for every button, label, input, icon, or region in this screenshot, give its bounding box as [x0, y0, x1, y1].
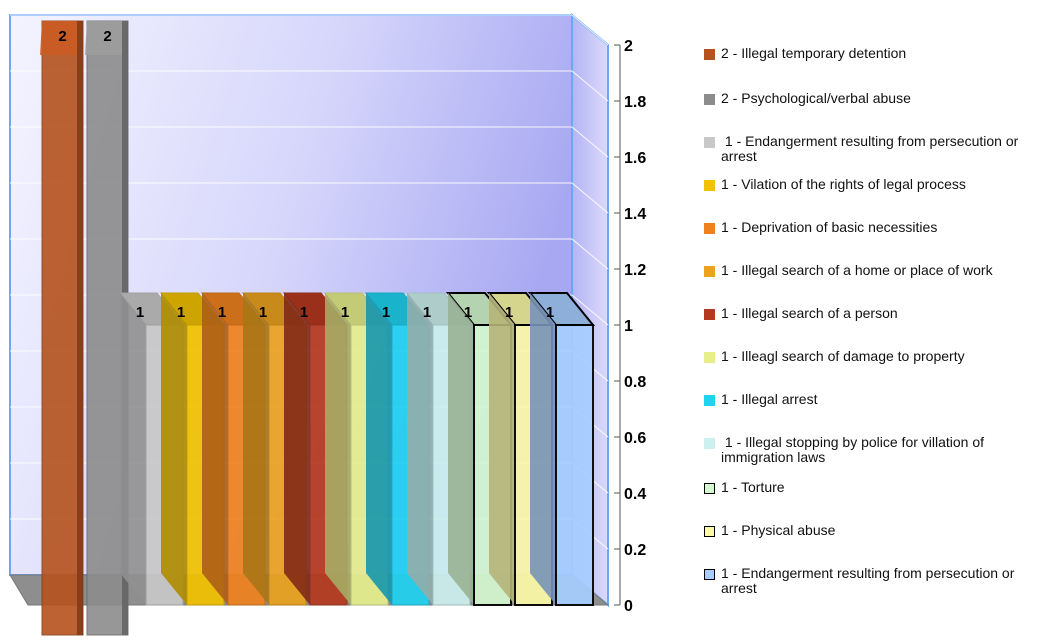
legend-label: 1 - Illegal search of a person	[721, 305, 898, 321]
legend-swatch	[704, 309, 715, 320]
y-tick-label: 1.6	[624, 150, 646, 167]
gridline-side	[571, 294, 609, 326]
y-tick-label: 1.4	[624, 206, 646, 223]
legend-swatch	[704, 223, 715, 234]
legend-label: 1 - Torture	[721, 479, 785, 495]
legend-swatch	[704, 49, 715, 60]
legend-item: 2 - Psychological/verbal abuse	[704, 91, 1048, 106]
legend-swatch	[704, 526, 715, 537]
bar-13: 1	[527, 292, 596, 606]
gridline-side	[571, 14, 609, 46]
legend-item: 1 - Illegal search of a home or place of…	[704, 263, 1048, 278]
legend-item: 1 - Illegal stopping by police for villa…	[704, 435, 1048, 465]
bar-side	[407, 293, 433, 605]
bar-side	[202, 293, 228, 605]
y-tick-label: 1.8	[624, 94, 646, 111]
data-label: 2	[103, 28, 111, 45]
legend-label: 1 - Illegal arrest	[721, 391, 818, 407]
bar-front	[41, 20, 84, 636]
legend-label: 1 - Illeagl search of damage to property	[721, 348, 965, 364]
data-label: 1	[423, 304, 431, 321]
legend-item: 1 - Deprivation of basic necessities	[704, 220, 1048, 235]
legend-item: 1 - Illeagl search of damage to property	[704, 349, 1048, 364]
y-tick-label: 0.4	[624, 486, 646, 503]
legend-label: 1 - Deprivation of basic necessities	[721, 219, 938, 235]
data-label: 2	[58, 28, 66, 45]
legend-item: 1 - Physical abuse	[704, 523, 1048, 538]
bar-side	[530, 293, 556, 605]
y-tick-label: 1	[624, 318, 633, 335]
legend-item: 1 - Endangerment resulting from persecut…	[704, 134, 1048, 164]
legend-item: 1 - Torture	[704, 480, 1048, 495]
data-label: 1	[259, 304, 267, 321]
bar-side	[284, 293, 310, 605]
data-label: 1	[464, 304, 472, 321]
bar-front	[555, 324, 594, 606]
legend-item: 1 - Vilation of the rights of legal proc…	[704, 177, 1048, 192]
legend-swatch	[704, 395, 715, 406]
gridline-side	[571, 70, 609, 102]
y-tick-label: 0	[624, 598, 633, 615]
legend-label: 1 - Illegal search of a home or place of…	[721, 262, 993, 278]
bars: 2 2 1 1 1 1 1 1 1 1 1 1 1	[40, 20, 596, 636]
y-tick-label: 0.2	[624, 542, 646, 559]
legend-label: 1 - Endangerment resulting from persecut…	[721, 565, 1019, 596]
y-tick-label: 1.2	[624, 262, 646, 279]
legend-label: 1 - Vilation of the rights of legal proc…	[721, 176, 966, 192]
legend-swatch	[704, 266, 715, 277]
legend-label: 1 - Endangerment resulting from persecut…	[721, 133, 1023, 164]
legend-label: 1 - Illegal stopping by police for villa…	[721, 434, 988, 465]
y-axis: 0 0.2 0.4 0.6 0.8 1 1.2 1.4 1.6 1.8 2	[614, 38, 646, 615]
legend-label: 2 - Illegal temporary detention	[721, 45, 907, 61]
data-label: 1	[341, 304, 349, 321]
legend-label: 2 - Psychological/verbal abuse	[721, 90, 911, 106]
data-label: 1	[505, 304, 513, 321]
bar-1: 2	[40, 20, 84, 636]
data-label: 1	[136, 304, 144, 321]
bar-side	[243, 293, 269, 605]
data-label: 1	[177, 304, 185, 321]
legend-item: 1 - Illegal arrest	[704, 392, 1048, 407]
y-tick-label: 0.6	[624, 430, 646, 447]
bar-top	[85, 21, 128, 55]
bar-side	[161, 293, 187, 605]
y-tick-label: 0.8	[624, 374, 646, 391]
legend-swatch	[704, 352, 715, 363]
bar-side	[120, 293, 146, 605]
legend-item: 1 - Endangerment resulting from persecut…	[704, 566, 1048, 596]
legend-swatch	[704, 569, 715, 580]
y-tick-label: 2	[624, 38, 633, 55]
legend-swatch	[704, 137, 715, 148]
data-label: 1	[218, 304, 226, 321]
gridline-side	[571, 126, 609, 158]
legend-swatch	[704, 94, 715, 105]
legend-item: 2 - Illegal temporary detention	[704, 46, 1048, 61]
legend-swatch	[704, 483, 715, 494]
data-label: 1	[546, 304, 554, 321]
legend-swatch	[704, 438, 715, 449]
gridline-side	[571, 182, 609, 214]
bar-side	[325, 293, 351, 605]
data-label: 1	[300, 304, 308, 321]
bar-side	[448, 293, 474, 605]
bar-side	[489, 293, 515, 605]
gridline-side	[571, 238, 609, 270]
legend-swatch	[704, 180, 715, 191]
legend-label: 1 - Physical abuse	[721, 522, 836, 538]
bar-top	[40, 21, 83, 55]
legend-item: 1 - Illegal search of a person	[704, 306, 1048, 321]
bar-side	[366, 293, 392, 605]
data-label: 1	[382, 304, 390, 321]
bar-side	[77, 21, 83, 635]
